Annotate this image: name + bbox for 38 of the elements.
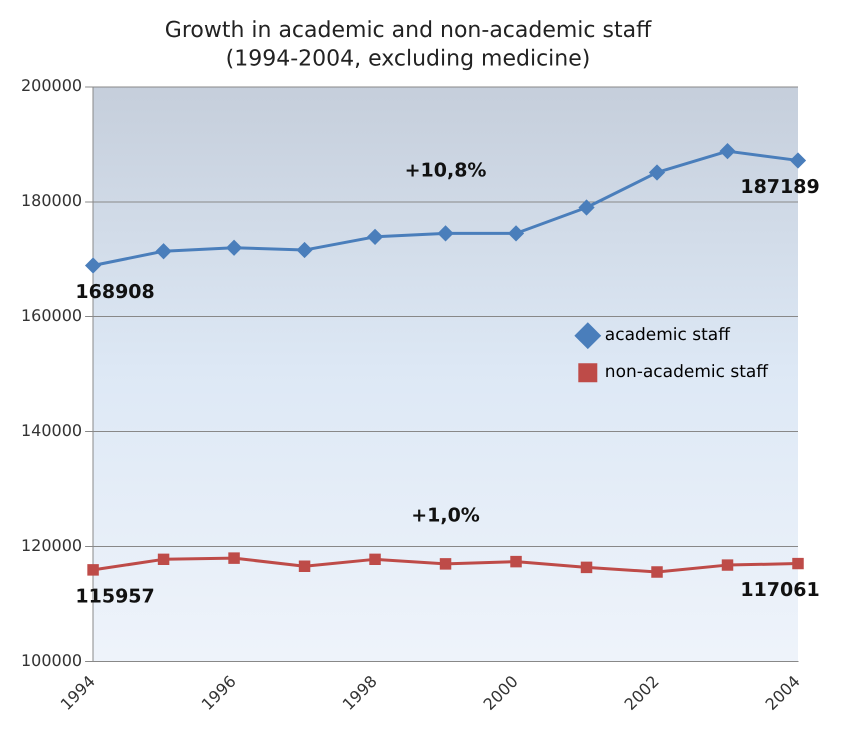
legend-label: non-academic staff [604,362,770,382]
point [579,200,594,216]
point [720,144,736,159]
point [156,244,172,259]
point [792,558,804,570]
data-label: 115957 [75,585,155,608]
legend-label: academic staff [604,325,732,346]
point [508,226,524,241]
point [298,560,310,572]
data-label: 187189 [740,176,820,198]
point [86,258,101,274]
point [228,552,240,564]
annotation: +1,0% [411,504,480,527]
point [651,566,663,578]
y-tick-label: 100000 [21,650,82,670]
chart-subtitle: (1994-2004, excluding medicine) [226,46,590,72]
point [580,562,592,574]
point [158,554,170,566]
y-tick-label: 140000 [21,420,82,440]
annotation: +10,8% [404,160,486,182]
point [297,242,312,258]
point [722,559,734,571]
y-tick-label: 180000 [21,190,82,210]
point [369,554,381,566]
point [650,164,665,180]
point [226,240,242,256]
point [440,558,452,570]
y-tick-label: 120000 [21,536,82,555]
chart-title: Growth in academic and non-academic staff [164,18,652,43]
point [510,556,522,568]
y-tick-label: 200000 [21,76,82,95]
point [438,226,454,241]
data-label: 117061 [740,578,820,601]
point [368,229,383,244]
point [790,152,806,168]
y-tick-label: 160000 [21,306,82,325]
data-label: 168908 [75,280,155,303]
point [87,564,99,576]
